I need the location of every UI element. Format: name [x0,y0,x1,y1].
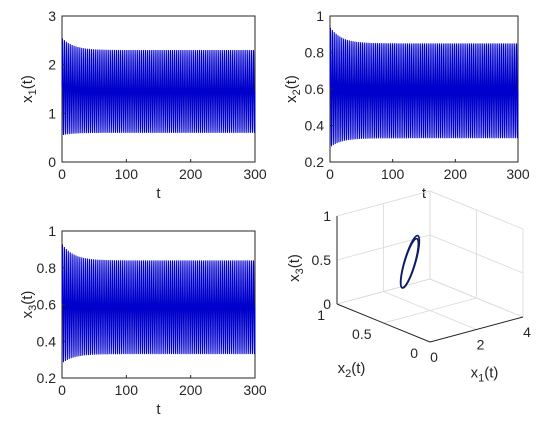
x-tick-label: 200 [444,166,468,182]
x-tick-label: 100 [115,382,139,398]
x-tick-label: 300 [243,382,267,398]
y-tick-label: 0.8 [305,45,325,61]
x-tick-label: 100 [115,166,139,182]
y-axis-label: x1(t) [19,75,39,103]
x2-axis-label: x2(t) [338,360,366,380]
series-line-x2 [329,27,519,147]
phase-orbit-line [399,234,421,289]
x-tick-label: 0 [58,166,66,182]
grid-line [429,190,524,230]
x3-tick-label: 0.5 [312,252,332,268]
x-tick-label: 0 [326,166,334,182]
grid-line [336,278,431,305]
x3-tick-label: 1 [323,208,331,224]
series-line-x1 [61,38,256,135]
x2-tick-label: 0.5 [352,326,372,342]
grid-line [383,297,477,324]
y-tick-label: 0.8 [37,260,57,276]
y-tick-label: 0.4 [305,118,325,134]
grid-line [336,190,431,217]
y-tick-label: 0.6 [37,297,57,313]
y-tick-label: 2 [48,57,56,73]
grid-line [429,234,524,274]
y-tick-label: 0.2 [37,370,57,386]
y-tick-label: 0.4 [37,333,57,349]
y-tick-label: 1 [48,223,56,239]
y-tick-label: 0 [48,154,56,170]
x2-axis-line [336,303,431,343]
y-tick-label: 1 [316,8,324,24]
x1-tick-label: 2 [477,337,485,353]
x1-axis-line [429,316,524,343]
x2-tick-label: 0 [410,345,418,361]
x-axis-label: t [156,185,161,202]
y-tick-label: 1 [48,105,56,121]
x-axis-label: t [156,401,161,418]
x2-tick-label: 1 [317,307,325,323]
y-axis-label: x2(t) [283,75,303,103]
plot-x3: 0 100 200 300 0.2 0.4 0.6 0.8 1 t x3(t) [19,223,267,418]
x-tick-label: 0 [58,382,66,398]
x3-axis-label: x3(t) [286,254,306,282]
y-tick-label: 0.2 [305,154,325,170]
grid-line [429,278,524,318]
x-tick-label: 100 [381,166,405,182]
x-axis-label: t [422,185,427,202]
x1-tick-label: 0 [430,349,438,365]
x-tick-label: 200 [179,166,203,182]
x-tick-label: 300 [506,166,530,182]
x1-axis-label: x1(t) [471,365,499,385]
x-tick-label: 300 [243,166,267,182]
series-line-x3 [61,244,256,363]
y-tick-label: 3 [48,8,56,24]
y-axis-label: x3(t) [19,291,39,319]
x3-tick-label: 0 [323,296,331,312]
plot-x2: 0 100 200 300 0.2 0.4 0.6 0.8 1 t x2(t) [283,8,530,202]
x-tick-label: 200 [179,382,203,398]
plot-x1: 0 100 200 300 0 1 2 3 t x1(t) [19,8,267,202]
y-tick-label: 0.6 [305,81,325,97]
x1-tick-label: 4 [523,324,531,340]
